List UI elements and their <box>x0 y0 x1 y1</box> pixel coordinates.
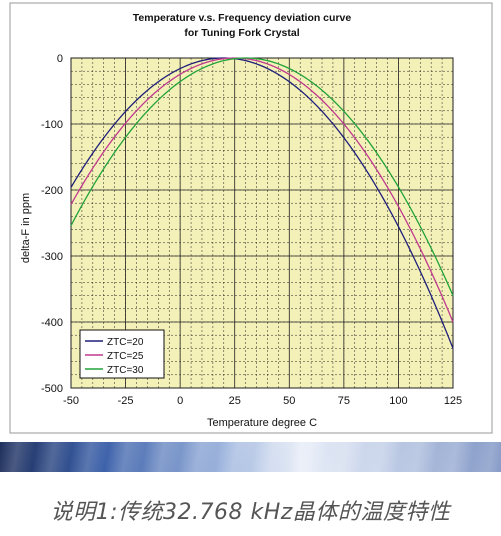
y-tick-label: -500 <box>41 383 63 395</box>
banner-streak <box>0 442 501 472</box>
chart-title: Temperature v.s. Frequency deviation cur… <box>133 12 352 24</box>
y-tick-label: 0 <box>57 53 63 65</box>
series-line-3 <box>70 57 454 296</box>
y-tick-label: -300 <box>41 251 63 263</box>
y-axis-label: delta-F in ppm <box>20 193 32 263</box>
legend: ZTC=20 ZTC=25 ZTC=30 <box>79 329 165 379</box>
decorative-banner <box>0 442 501 472</box>
x-tick-label: 75 <box>338 395 350 407</box>
y-tick-label: -400 <box>41 317 63 329</box>
x-tick-label: 50 <box>283 395 295 407</box>
chart-subtitle: for Tuning Fork Crystal <box>184 27 299 39</box>
series-line-1 <box>70 57 454 349</box>
legend-box <box>79 329 165 379</box>
figure-caption: 说明1:传统32.768 kHz晶体的温度特性 <box>50 500 451 525</box>
x-tick-label: 25 <box>229 395 241 407</box>
y-tick-labels: 0 -100 -200 -300 -400 -500 <box>41 53 63 395</box>
legend-label: ZTC=25 <box>107 351 144 362</box>
x-tick-label: 0 <box>177 395 183 407</box>
x-tick-label: -25 <box>118 395 134 407</box>
x-tick-labels: -50 -25 0 25 50 75 100 125 <box>63 395 462 407</box>
chart-svg: Temperature v.s. Frequency deviation cur… <box>9 2 493 434</box>
legend-label: ZTC=30 <box>107 365 144 376</box>
y-tick-label: -100 <box>41 119 63 131</box>
series-layer <box>70 57 454 349</box>
x-axis-label: Temperature degree C <box>207 417 317 429</box>
grid-major <box>70 57 454 389</box>
legend-label: ZTC=20 <box>107 337 144 348</box>
x-tick-label: -50 <box>63 395 79 407</box>
chart-figure: Temperature v.s. Frequency deviation cur… <box>9 2 493 434</box>
x-tick-label: 100 <box>389 395 407 407</box>
series-line-2 <box>70 57 454 323</box>
y-tick-label: -200 <box>41 185 63 197</box>
x-tick-label: 125 <box>444 395 462 407</box>
